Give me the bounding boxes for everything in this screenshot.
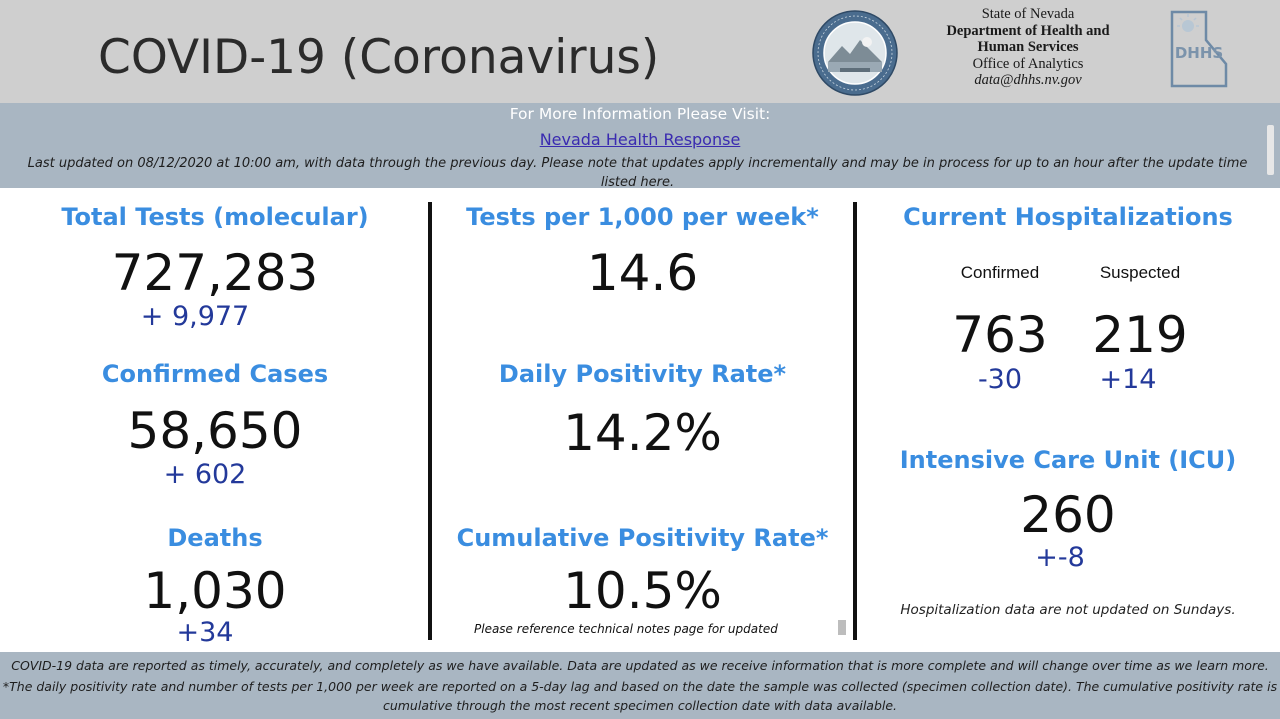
confirmed-cases-heading: Confirmed Cases: [101, 360, 329, 388]
total-tests-delta: + 9,977: [140, 301, 250, 332]
agency-block: State of Nevada Department of Health and…: [930, 6, 1126, 89]
agency-department: Department of Health and: [946, 22, 1110, 39]
icu-value: 260: [1020, 486, 1116, 544]
cumulative-positivity-heading: Cumulative Positivity Rate*: [456, 524, 829, 552]
technical-notes-text: Please reference technical notes page fo…: [474, 622, 778, 636]
footer-line-2: *The daily positivity rate and number of…: [2, 679, 1278, 694]
column-divider-right: [853, 202, 857, 640]
info-bar: For More Information Please Visit: Nevad…: [0, 103, 1280, 188]
mini-scrollbar[interactable]: [838, 620, 846, 635]
icu-heading: Intensive Care Unit (ICU): [899, 446, 1237, 474]
nevada-health-response-link[interactable]: Nevada Health Response: [539, 130, 741, 149]
confirmed-cases-delta: + 602: [163, 459, 247, 490]
svg-text:DHHS: DHHS: [1175, 44, 1223, 62]
header: COVID-19 (Coronavirus) State of Nevada D…: [0, 0, 1280, 103]
deaths-heading: Deaths: [167, 524, 263, 552]
confirmed-label: Confirmed: [960, 263, 1040, 282]
nevada-state-seal-icon: [812, 10, 898, 96]
current-hospitalizations-heading: Current Hospitalizations: [903, 203, 1233, 231]
footer: COVID-19 data are reported as timely, ac…: [0, 652, 1280, 719]
suspected-hosp-value: 219: [1092, 306, 1188, 364]
tests-per-1000-heading: Tests per 1,000 per week*: [466, 203, 819, 231]
confirmed-cases-value: 58,650: [127, 402, 303, 460]
footer-line-3: cumulative through the most recent speci…: [382, 698, 898, 713]
deaths-delta: +34: [176, 617, 234, 648]
hospitalization-note: Hospitalization data are not updated on …: [900, 602, 1236, 618]
confirmed-hosp-delta: -30: [977, 364, 1023, 395]
total-tests-value: 727,283: [111, 244, 319, 302]
daily-positivity-heading: Daily Positivity Rate*: [498, 360, 787, 388]
icu-delta: +-8: [1035, 542, 1085, 573]
agency-email: data@dhhs.nv.gov: [974, 72, 1082, 88]
page-title: COVID-19 (Coronavirus): [98, 30, 660, 85]
agency-state: State of Nevada: [981, 6, 1075, 22]
daily-positivity-value: 14.2%: [563, 404, 722, 462]
column-divider-left: [428, 202, 432, 640]
info-link-wrap: Nevada Health Response: [0, 130, 1280, 149]
agency-office: Office of Analytics: [972, 55, 1084, 72]
info-title: For More Information Please Visit:: [509, 105, 771, 123]
deaths-value: 1,030: [143, 562, 287, 620]
footer-line-1: COVID-19 data are reported as timely, ac…: [11, 658, 1269, 673]
suspected-label: Suspected: [1099, 263, 1181, 282]
tests-per-1000-value: 14.6: [586, 244, 699, 302]
cumulative-positivity-value: 10.5%: [563, 562, 722, 620]
agency-department-cont: Human Services: [977, 39, 1079, 55]
total-tests-heading: Total Tests (molecular): [61, 203, 369, 231]
confirmed-hosp-value: 763: [952, 306, 1048, 364]
dhhs-logo-icon: DHHS: [1170, 10, 1228, 88]
last-updated-text: Last updated on 08/12/2020 at 10:00 am, …: [27, 156, 1248, 188]
info-scrollbar[interactable]: [1267, 125, 1274, 175]
suspected-hosp-delta: +14: [1099, 364, 1157, 395]
